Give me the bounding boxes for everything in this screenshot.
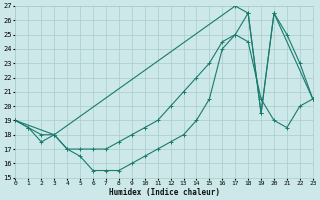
X-axis label: Humidex (Indice chaleur): Humidex (Indice chaleur) [108, 188, 220, 197]
